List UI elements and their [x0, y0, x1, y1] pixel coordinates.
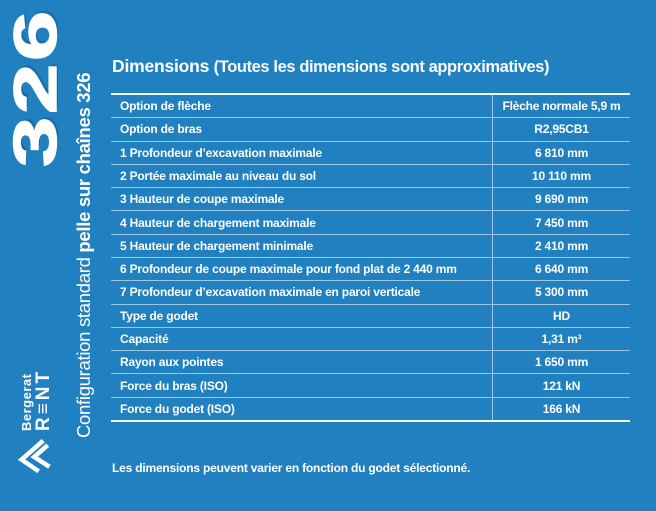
- row-label: 1 Profondeur d’excavation maximale: [120, 145, 322, 160]
- row-label: 2 Portée maximale au niveau du sol: [120, 168, 316, 183]
- row-value: 166 kN: [492, 397, 630, 420]
- table-row: 3 Hauteur de coupe maximale 9 690 mm: [111, 187, 630, 211]
- row-label: Force du bras (ISO): [120, 378, 228, 393]
- section-heading: Dimensions (Toutes les dimensions sont a…: [112, 56, 550, 77]
- row-value: 1,31 m³: [492, 327, 630, 351]
- model-number: 326: [1, 7, 70, 168]
- brand-logo: Bergerat R≡NT: [14, 352, 58, 474]
- config-subtitle-regular: Configuration standard: [73, 252, 94, 438]
- table-row: Force du godet (ISO) 166 kN: [111, 396, 630, 420]
- table-row: Option de flèche Flèche normale 5,9 m: [111, 95, 630, 118]
- row-value: R2,95CB1: [492, 118, 630, 141]
- page-title: Dimensions: [112, 56, 210, 76]
- row-value: 5 300 mm: [492, 281, 630, 304]
- table-row: 1 Profondeur d’excavation maximale 6 810 …: [111, 140, 630, 164]
- table-row: 5 Hauteur de chargement minimale 2 410 mm: [111, 233, 630, 257]
- footer-note: Les dimensions peuvent varier en fonctio…: [112, 461, 471, 475]
- table-row: 6 Profondeur de coupe maximale pour fond…: [111, 256, 630, 281]
- config-subtitle: Configuration standard pelle sur chaînes…: [67, 53, 101, 438]
- row-value: 6 810 mm: [492, 141, 630, 164]
- row-value: 7 450 mm: [492, 211, 630, 234]
- row-value: 2 410 mm: [492, 234, 630, 257]
- row-label: Option de flèche: [120, 99, 211, 114]
- row-label: 6 Profondeur de coupe maximale pour fond…: [120, 262, 457, 277]
- table-row: Rayon aux pointes 1 650 mm: [111, 350, 630, 374]
- row-value: 10 110 mm: [492, 164, 630, 188]
- table-row: Option de bras R2,95CB1: [111, 117, 630, 141]
- row-label: 3 Hauteur de coupe maximale: [120, 192, 284, 207]
- row-value: 6 640 mm: [492, 257, 630, 281]
- table-row: Capacité 1,31 m³: [111, 326, 630, 351]
- brand-wordmark: Bergerat R≡NT: [19, 369, 54, 431]
- row-label: Force du godet (ISO): [120, 401, 235, 416]
- row-label: 7 Profondeur d’excavation maximale en pa…: [120, 285, 421, 300]
- bergerat-chevron-icon: [18, 438, 54, 474]
- row-value: 121 kN: [492, 374, 630, 397]
- table-row: 7 Profondeur d’excavation maximale en pa…: [111, 280, 630, 304]
- config-subtitle-bold: pelle sur chaînes 326: [73, 72, 94, 253]
- row-value: Flèche normale 5,9 m: [492, 95, 630, 118]
- table-row: Force du bras (ISO) 121 kN: [111, 373, 630, 397]
- row-label: Capacité: [120, 331, 169, 346]
- brand-name: Bergerat: [18, 373, 34, 431]
- row-label: Rayon aux pointes: [120, 355, 224, 370]
- table-row: 2 Portée maximale au niveau du sol 10 110…: [111, 163, 630, 188]
- row-value: 9 690 mm: [492, 188, 630, 211]
- row-label: Option de bras: [120, 122, 202, 137]
- page-subtitle: (Toutes les dimensions sont approximativ…: [213, 58, 550, 76]
- row-label: 5 Hauteur de chargement minimale: [120, 238, 313, 253]
- row-label: Type de godet: [120, 308, 198, 323]
- row-value: HD: [492, 304, 630, 327]
- table-row: Type de godet HD: [111, 303, 630, 327]
- row-value: 1 650 mm: [492, 351, 630, 374]
- table-row: 4 Hauteur de chargement maximale 7 450 mm: [111, 210, 630, 234]
- dimensions-table: Option de flèche Flèche normale 5,9 m Opti…: [111, 93, 630, 422]
- row-label: 4 Hauteur de chargement maximale: [120, 215, 316, 230]
- brand-product: R≡NT: [32, 368, 54, 431]
